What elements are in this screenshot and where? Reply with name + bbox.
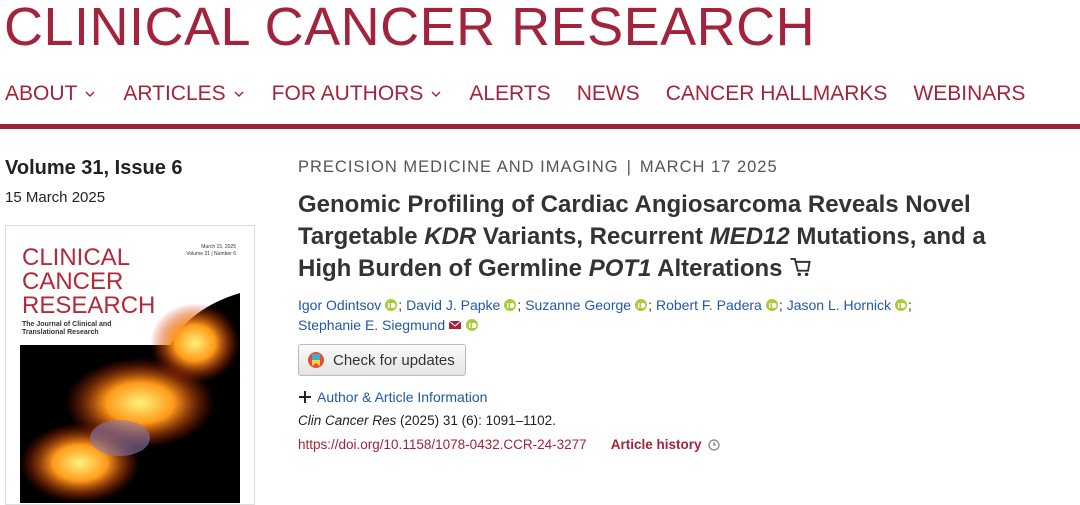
cover-date: March 15, 2025 xyxy=(201,244,236,250)
history-label: Article history xyxy=(610,437,702,452)
cover-art xyxy=(20,293,240,503)
cover-title: CLINICAL CANCER RESEARCH xyxy=(22,246,155,318)
nav-item[interactable]: NEWS xyxy=(577,82,640,106)
issue[interactable]: Volume 31, Issue 6 xyxy=(5,157,183,179)
title-segment: Mutations, and a High Burden of Germline xyxy=(298,223,986,282)
chevron xyxy=(85,91,95,97)
author[interactable]: David J. Papke xyxy=(406,295,517,315)
cover[interactable]: CLINICAL CANCER RESEARCH The Journal of Cl… xyxy=(20,233,240,503)
header-rule xyxy=(0,124,1080,129)
doi-link[interactable]: https://doi.org/10.1158/1078-0432.CCR-24… xyxy=(298,437,587,452)
orcid-icon xyxy=(466,319,479,331)
author[interactable]: Robert F. Padera xyxy=(656,295,779,315)
author-separator: ; xyxy=(398,297,403,313)
nav-label: WEBINARS xyxy=(913,82,1026,105)
plus-icon xyxy=(299,391,311,403)
nav-item[interactable]: WEBINARS xyxy=(913,82,1025,106)
cover-meta: March 15, 2025 Volume 31 | Number 6 xyxy=(186,244,236,258)
cover-title-line: RESEARCH xyxy=(22,292,156,319)
orcid-icon xyxy=(635,299,648,311)
citation-details: (2025) 31 (6): 1091–1102. xyxy=(396,413,556,428)
separator: | xyxy=(626,158,632,176)
title-segment: Genomic Profiling of Cardiac Angiosarcom… xyxy=(298,191,971,250)
author-name: Igor Odintsov xyxy=(298,297,382,313)
author-name: Jason L. Hornick xyxy=(786,297,891,313)
nav-item[interactable]: FOR AUTHORS xyxy=(272,82,444,106)
journal: Clin Cancer Res xyxy=(298,413,397,428)
article: PRECISION MEDICINE AND IMAGING | MARCH 1… xyxy=(298,158,1028,452)
orcid-icon xyxy=(504,299,517,311)
author-separator: ; xyxy=(517,297,522,313)
article-title: Genomic Profiling of Cardiac Angiosarcom… xyxy=(298,189,1013,285)
cover-subtitle-line: Translational Research xyxy=(22,329,99,336)
history-icon xyxy=(708,438,721,451)
article-meta: PRECISION MEDICINE AND IMAGING | MARCH 1… xyxy=(298,158,1028,177)
cover-subtitle-line: The Journal of Clinical and xyxy=(22,321,112,328)
cover-volume: Volume 31 | Number 6 xyxy=(186,251,236,257)
cart-icon xyxy=(789,257,811,277)
cover-title-line: CANCER xyxy=(22,268,124,295)
nav-item[interactable]: ALERTS xyxy=(469,82,550,106)
author-separator: ; xyxy=(648,297,652,313)
nav: ABOUT ARTICLES FOR AUTHORS ALERTS NEWS CANCER… xyxy=(5,82,1051,106)
nav-label: ARTICLES xyxy=(123,82,226,105)
title-segment: MED12 xyxy=(709,223,790,250)
author-name: Suzanne George xyxy=(525,297,632,313)
orcid-icon xyxy=(894,299,907,311)
title-segment: POT1 xyxy=(588,255,652,282)
authors: Igor Odintsov; David J. Papke; Suzanne Geo… xyxy=(298,295,958,335)
issue-date: 15 March 2025 xyxy=(5,189,106,206)
nav-item[interactable]: ARTICLES xyxy=(123,82,245,106)
site-title[interactable]: CLINICAL CANCER RESEARCH xyxy=(4,0,816,57)
chevron xyxy=(234,91,244,97)
author-name: David J. Papke xyxy=(406,297,501,313)
citation: Clin Cancer Res (2025) 31 (6): 1091–1102… xyxy=(298,413,1028,428)
updates-button[interactable]: Check for updates xyxy=(298,344,466,376)
info-label: Author & Article Information xyxy=(317,389,488,405)
nav-label: ALERTS xyxy=(469,82,551,105)
title-segment: Alterations xyxy=(651,255,783,282)
author[interactable]: Jason L. Hornick xyxy=(787,295,908,315)
mail-icon xyxy=(448,320,462,329)
title-segment: Variants, Recurrent xyxy=(476,223,710,250)
cover-title-line: CLINICAL xyxy=(22,244,131,271)
pub-date: MARCH 17 2025 xyxy=(639,158,778,176)
nav-label: CANCER HALLMARKS xyxy=(665,82,888,105)
author-separator: ; xyxy=(907,297,912,313)
history-link[interactable]: Article history xyxy=(611,437,722,452)
orcid-icon xyxy=(385,299,398,311)
nav-item[interactable]: ABOUT xyxy=(5,82,97,106)
chevron xyxy=(431,91,441,97)
nav-item[interactable]: CANCER HALLMARKS xyxy=(666,82,888,106)
author-name: Stephanie E. Siegmund xyxy=(298,317,446,333)
nav-label: NEWS xyxy=(576,82,640,105)
author-separator: ; xyxy=(778,297,783,313)
updates-label: Check for updates xyxy=(333,351,455,369)
author[interactable]: Suzanne George xyxy=(525,295,648,315)
author[interactable]: Stephanie E. Siegmund xyxy=(298,315,479,335)
nav-label: FOR AUTHORS xyxy=(271,82,424,105)
title-segment: KDR xyxy=(424,223,477,250)
author-name: Robert F. Padera xyxy=(655,297,762,313)
info-link[interactable]: Author & Article Information xyxy=(298,389,1028,405)
category: PRECISION MEDICINE AND IMAGING xyxy=(298,158,619,176)
author[interactable]: Igor Odintsov xyxy=(298,295,398,315)
cover-subtitle: The Journal of Clinical and Translational… xyxy=(22,321,111,337)
nav-label: ABOUT xyxy=(5,82,78,105)
crossmark-icon xyxy=(308,352,324,368)
doi-row: https://doi.org/10.1158/1078-0432.CCR-24… xyxy=(298,437,1028,452)
orcid-icon xyxy=(765,299,778,311)
